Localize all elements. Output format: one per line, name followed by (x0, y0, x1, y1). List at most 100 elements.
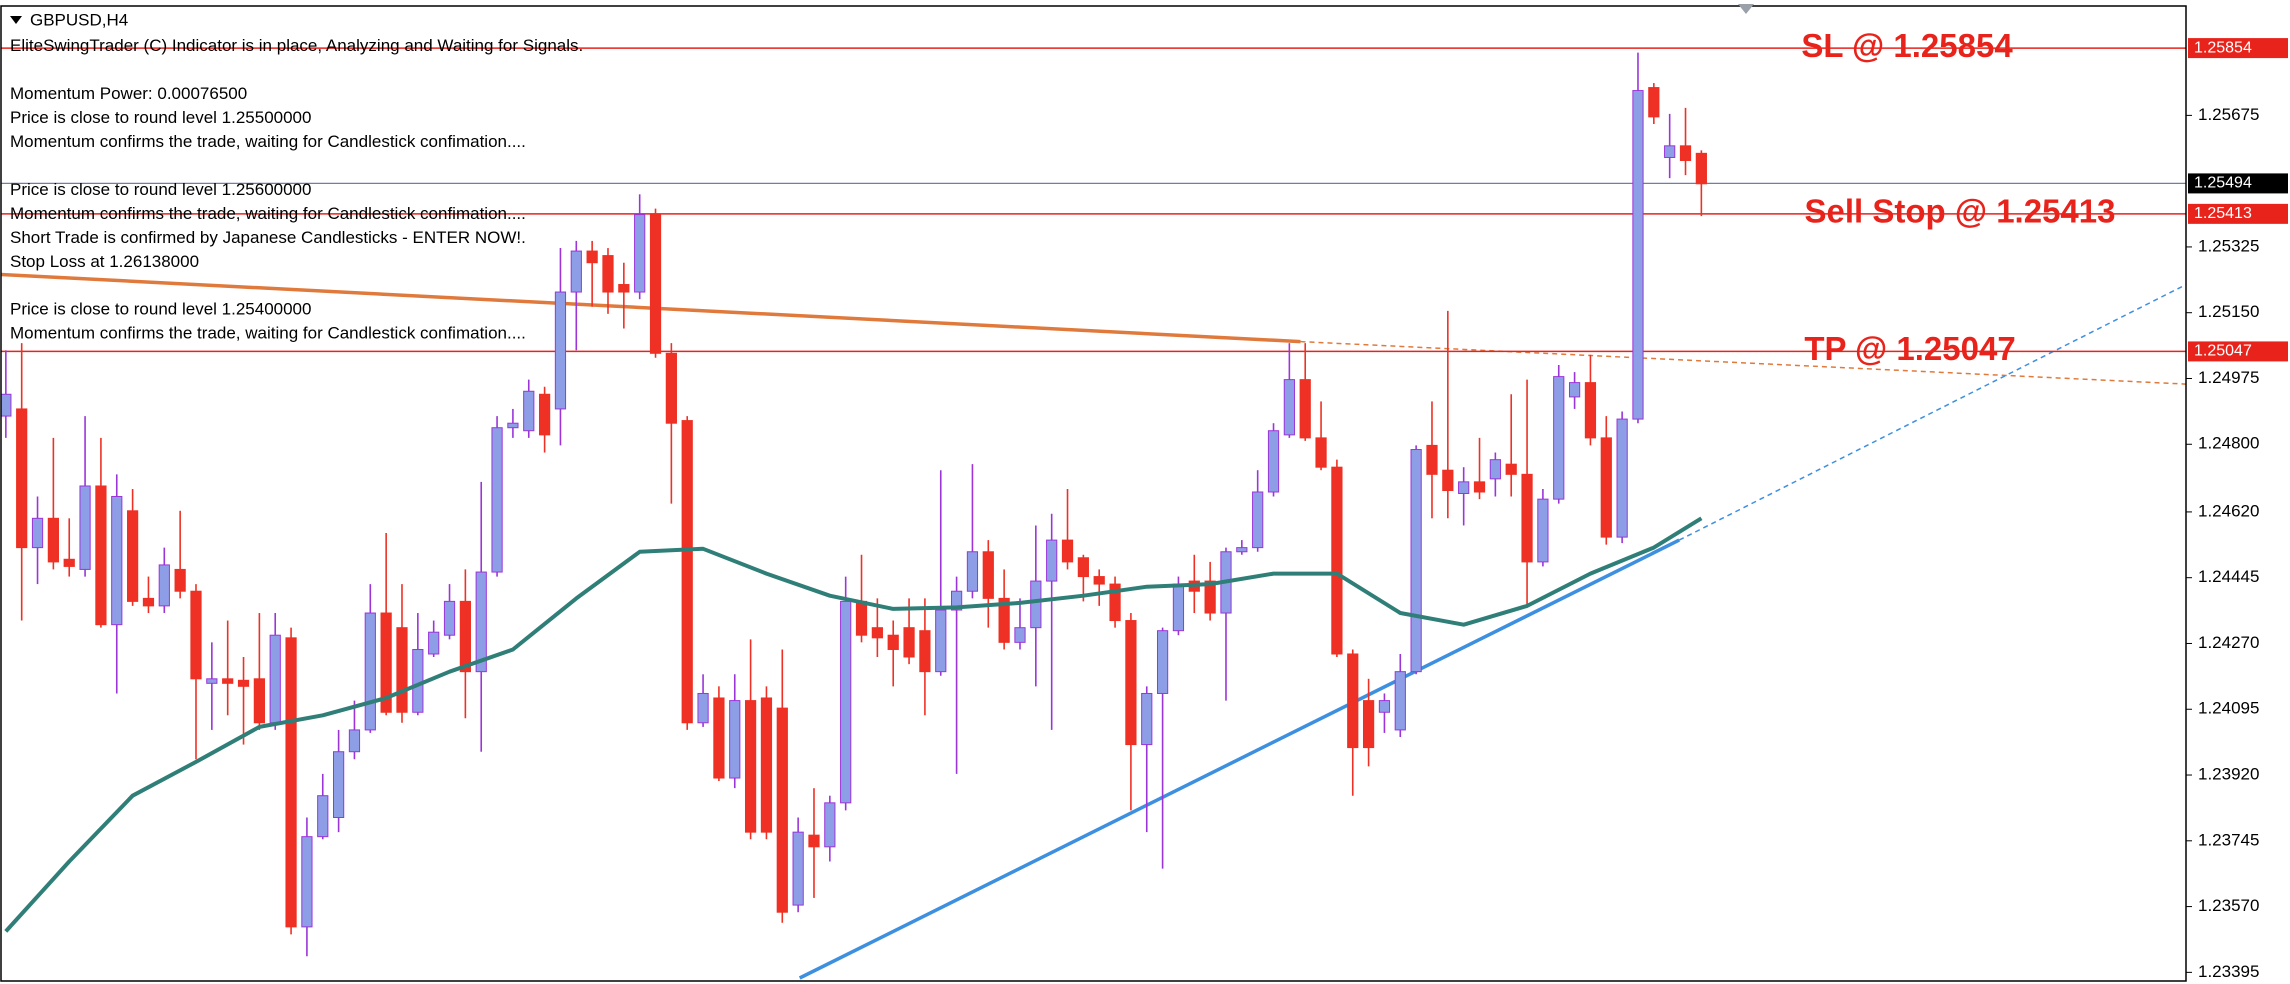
candle-body (301, 836, 313, 928)
candle-body (1695, 152, 1707, 185)
level-price-label: 1.25854 (2194, 39, 2252, 56)
indicator-message: Momentum confirms the trade, waiting for… (10, 324, 526, 343)
candle-body (950, 590, 963, 611)
candle-body (523, 390, 535, 432)
chart-shift-marker (1738, 4, 1754, 14)
level-price-box (2188, 203, 2288, 224)
candle-body (760, 697, 773, 833)
candle-body (1061, 539, 1074, 563)
candle-body (158, 564, 170, 607)
candle-body (855, 600, 868, 636)
candle-body (744, 700, 757, 833)
candle-body (428, 631, 440, 655)
y-tick-label: 1.24620 (2198, 501, 2259, 520)
candle-body (222, 678, 234, 684)
candle-body (1489, 459, 1501, 480)
candle-body (776, 707, 788, 913)
plot-frame (0, 5, 2187, 982)
candle-body (459, 600, 471, 673)
candle-body (1267, 430, 1280, 493)
level-label: SL @ 1.25854 (1801, 27, 2013, 64)
candle-body (1141, 692, 1153, 746)
y-tick-label: 1.23395 (2198, 962, 2259, 981)
candle-body (1093, 576, 1105, 585)
candle-body (206, 678, 218, 684)
candle-body (332, 751, 345, 818)
candle-body (919, 630, 931, 673)
y-tick-label: 1.24270 (2198, 633, 2259, 652)
candle-body (1347, 653, 1359, 749)
candle-body (1315, 437, 1327, 468)
candle-body (1537, 498, 1549, 563)
level-price-label: 1.25413 (2194, 205, 2252, 222)
level-price-box (2188, 341, 2288, 362)
candle-body (253, 678, 265, 724)
candle-body (903, 627, 915, 658)
y-tick-label: 1.25325 (2198, 236, 2259, 255)
level-label: Sell Stop @ 1.25413 (1805, 193, 2116, 230)
indicator-message: Short Trade is confirmed by Japanese Can… (10, 228, 526, 247)
candle-body (665, 352, 677, 424)
candle-body (1204, 580, 1216, 614)
candle-body (634, 214, 646, 293)
candle-body (1030, 580, 1042, 629)
candle-body (697, 692, 709, 724)
candle-body (570, 250, 582, 293)
candle-body (348, 729, 361, 753)
candle-body (618, 284, 630, 293)
y-tick-label: 1.24800 (2198, 434, 2259, 453)
candle-body (1553, 376, 1565, 500)
overlay: SL @ 1.25854 1.25854 Sell Stop @ 1.25413 1.… (1801, 27, 2288, 367)
candle-body (1252, 491, 1264, 549)
candle-body (174, 568, 186, 592)
candle-body (317, 795, 329, 838)
indicator-message: Momentum confirms the trade, waiting for… (10, 204, 526, 223)
candle-body (1442, 469, 1454, 491)
candle-body (1584, 382, 1597, 439)
candle-body (729, 700, 741, 779)
indicator-message: EliteSwingTrader (C) Indicator is in pla… (10, 36, 583, 55)
level-price-label: 1.25047 (2194, 343, 2252, 360)
indicator-message: Momentum Power: 0.00076500 (10, 84, 247, 103)
candle-body (396, 627, 408, 713)
candle-body (1331, 466, 1343, 655)
candle-body (190, 590, 202, 680)
candle-body (1632, 90, 1644, 420)
candle-body (586, 250, 598, 264)
candle-body (1299, 379, 1311, 439)
candle-body (285, 637, 297, 928)
candle-body (1077, 557, 1089, 578)
y-tick-label: 1.23745 (2198, 830, 2259, 849)
candle-body (681, 420, 693, 724)
indicator-message: Price is close to round level 1.25400000 (10, 300, 311, 319)
candle-body (79, 485, 91, 570)
current-price-label: 1.25494 (2194, 175, 2252, 192)
candle-body (1, 393, 12, 417)
chart-title: GBPUSD,H4 (30, 10, 128, 29)
candle-body (16, 408, 28, 549)
candle-body (982, 551, 994, 599)
y-tick-label: 1.24975 (2198, 368, 2259, 387)
candle-body (1046, 539, 1058, 582)
candle-body (47, 517, 59, 563)
candle-body (142, 597, 155, 607)
candle-body (1172, 583, 1185, 632)
candle-body (649, 214, 662, 354)
candle-body (380, 612, 392, 713)
candle-body (1664, 145, 1676, 158)
candle-body (1458, 481, 1470, 495)
candle-body (935, 609, 947, 673)
candle-body (491, 427, 503, 573)
candle-body (95, 485, 107, 626)
y-tick-label: 1.24445 (2198, 567, 2259, 586)
candle-body (1362, 700, 1375, 749)
candle-body (1505, 463, 1517, 475)
candle-body (1600, 437, 1612, 538)
candle-body (1125, 620, 1137, 746)
candle-body (887, 634, 899, 650)
candle-body (1616, 418, 1628, 538)
candle-body (1473, 481, 1486, 493)
y-tick-label: 1.24095 (2198, 699, 2259, 718)
candle-body (1521, 473, 1533, 563)
